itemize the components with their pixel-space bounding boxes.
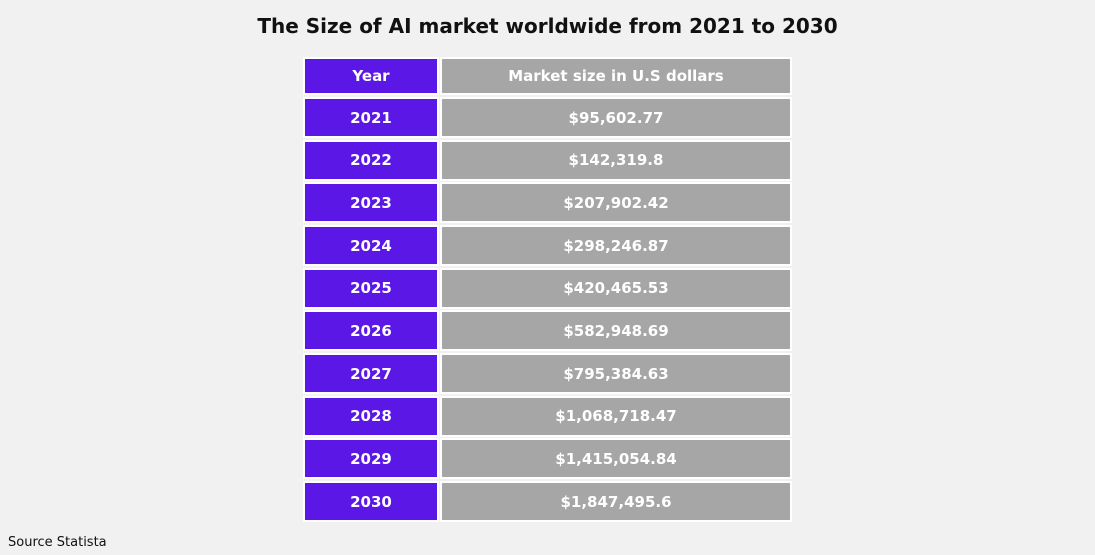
title: The Size of AI market worldwide from 202… (257, 14, 838, 38)
source: Source Statista (8, 535, 107, 550)
year-cell: 2030 (303, 481, 439, 523)
value-cell: $207,902.42 (440, 182, 792, 224)
value-cell: $420,465.53 (440, 267, 792, 309)
value-cell: $582,948.69 (440, 310, 792, 352)
header-cell: Market size in U.S dollars (440, 57, 792, 95)
header-cell: Year (303, 57, 439, 95)
year-cell: 2025 (303, 267, 439, 309)
year-cell: 2026 (303, 310, 439, 352)
year-cell: 2021 (303, 97, 439, 138)
year-cell: 2029 (303, 438, 439, 480)
year-cell: 2028 (303, 395, 439, 437)
year-cell: 2027 (303, 353, 439, 395)
value-cell: $1,068,718.47 (440, 395, 792, 437)
year-cell: 2022 (303, 139, 439, 181)
value-cell: $1,847,495.6 (440, 481, 792, 523)
value-cell: $1,415,054.84 (440, 438, 792, 480)
value-cell: $795,384.63 (440, 353, 792, 395)
year-cell: 2024 (303, 225, 439, 266)
year-cell: 2023 (303, 182, 439, 224)
value-cell: $142,319.8 (440, 139, 792, 181)
value-cell: $95,602.77 (440, 97, 792, 138)
value-cell: $298,246.87 (440, 225, 792, 266)
